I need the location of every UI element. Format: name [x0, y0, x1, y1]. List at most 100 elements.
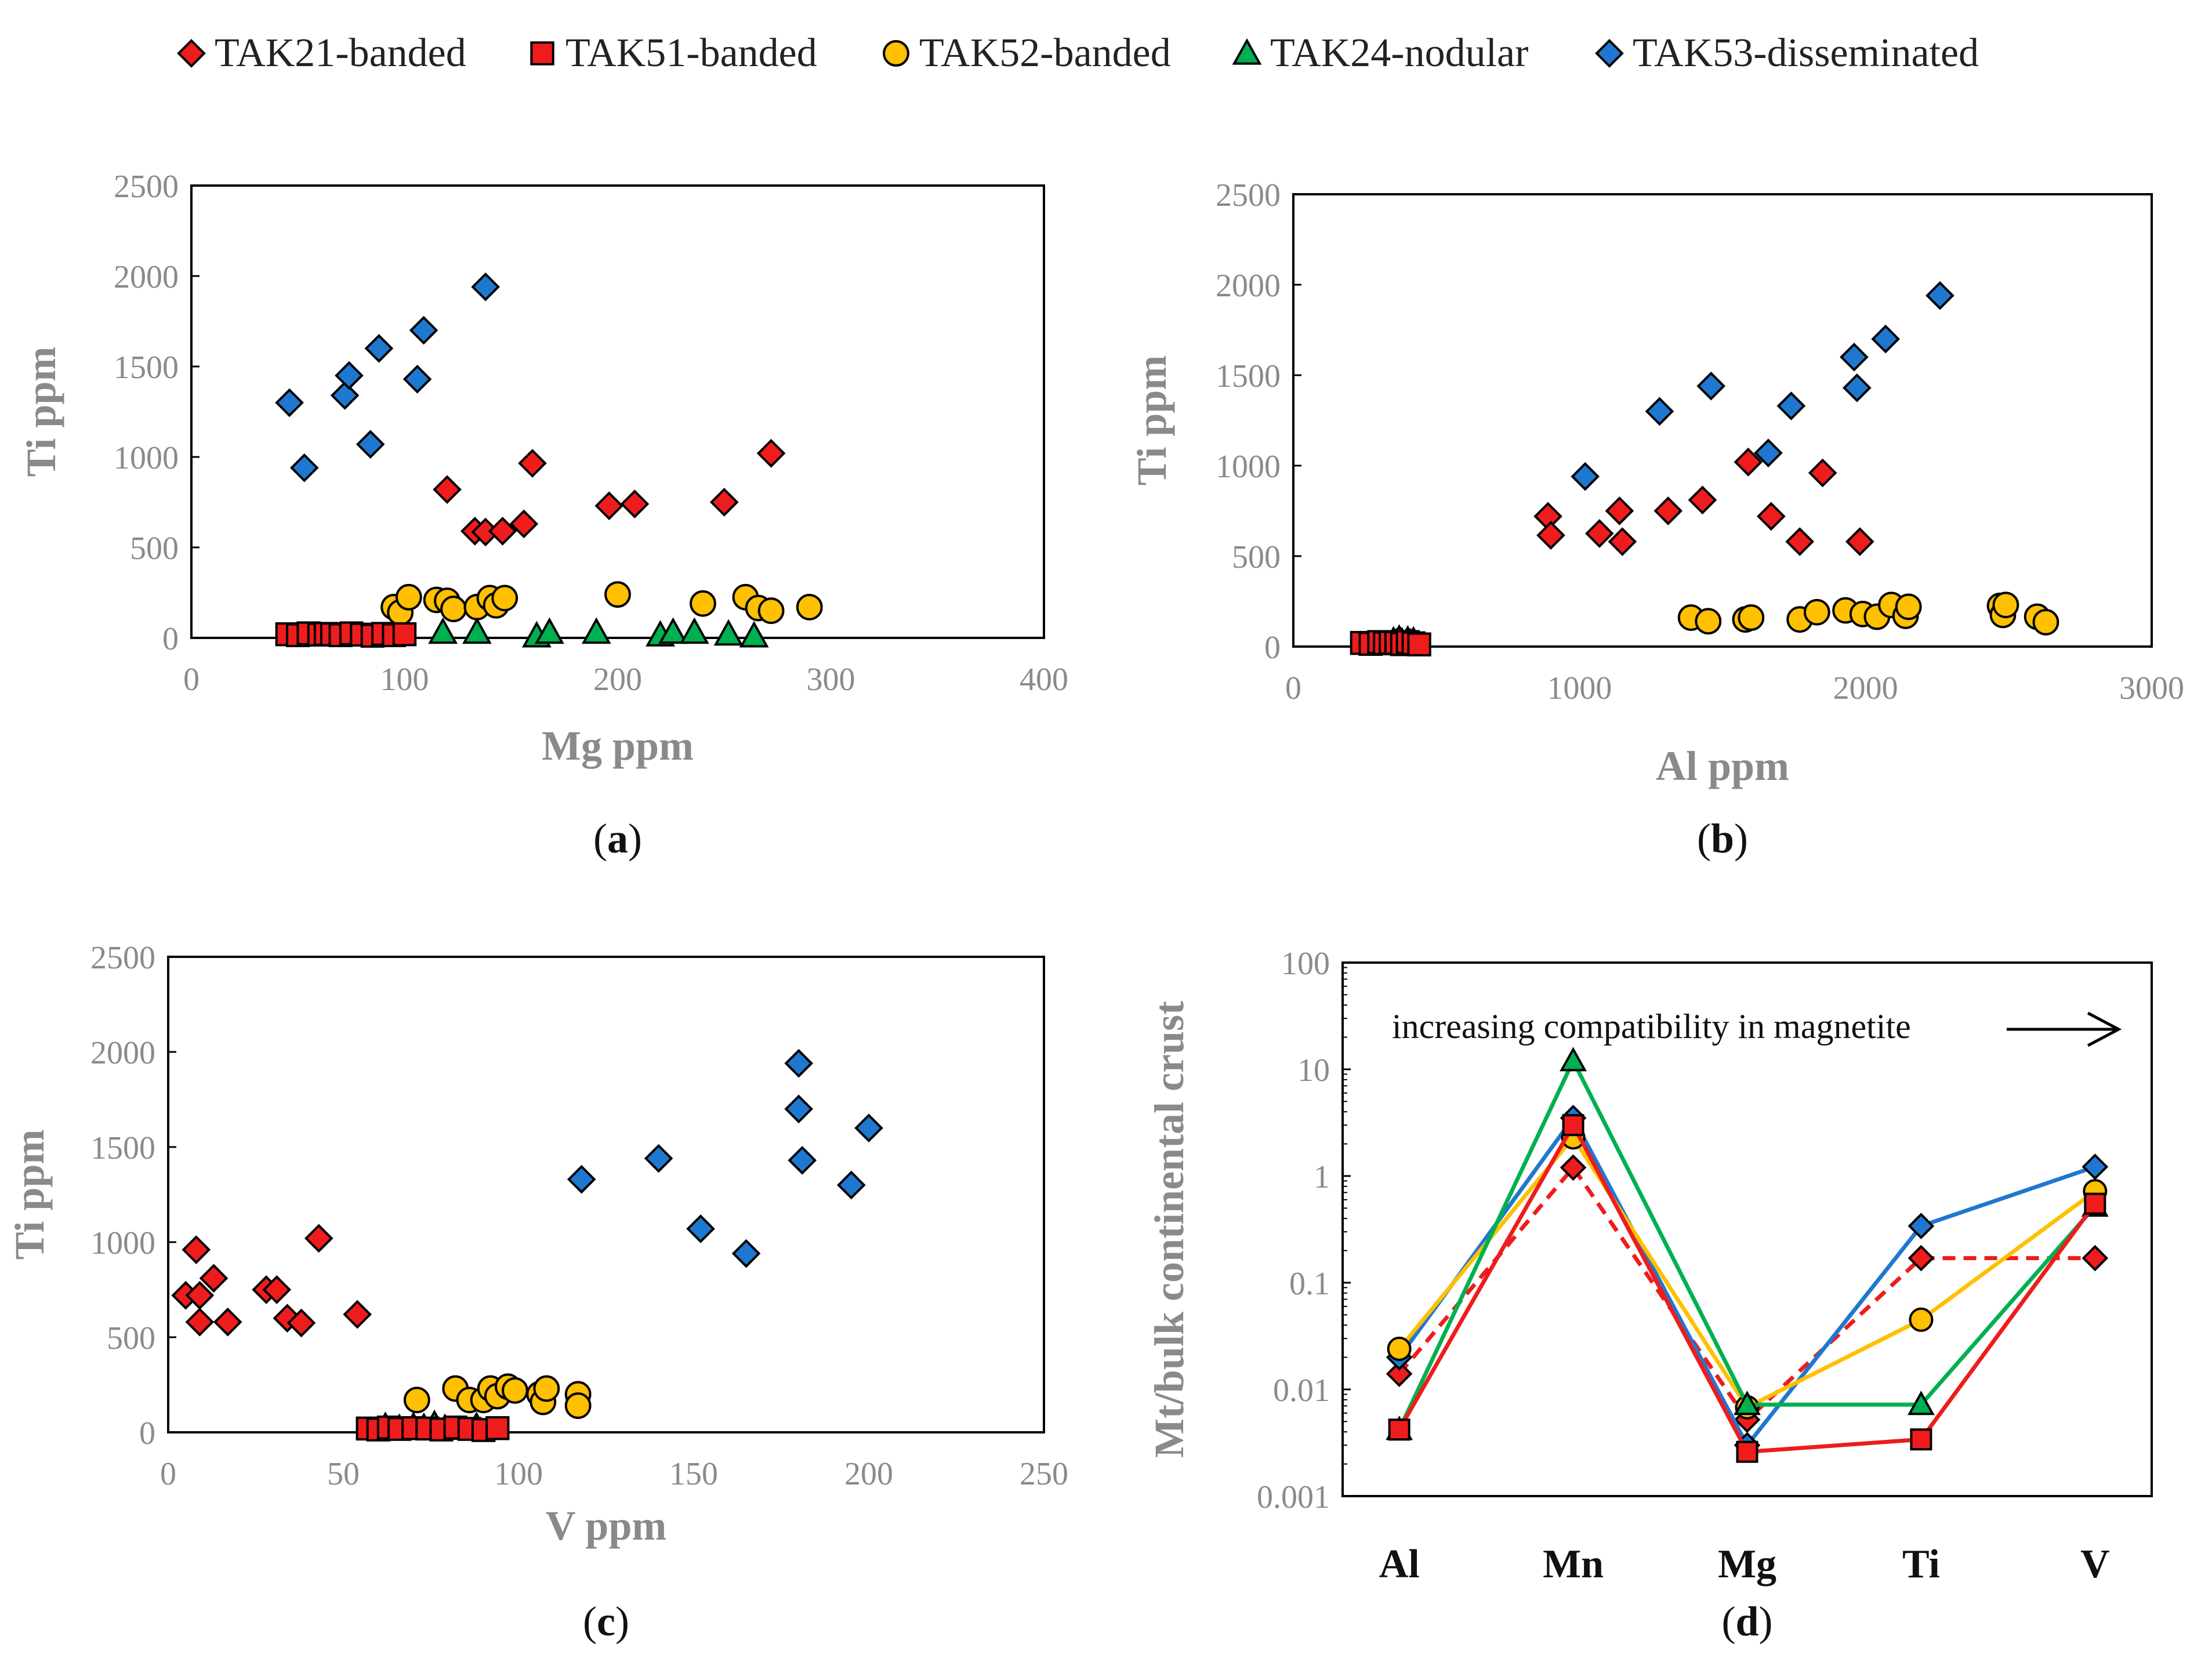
- series-TAK51-banded: [275, 621, 417, 648]
- data-point: [709, 488, 739, 517]
- x-tick-label: 100: [380, 662, 429, 698]
- data-point: [604, 581, 631, 608]
- chart-panel-c: 0 500 1000 1500 2000 2500 0 50 100 150 200 250 V ppm…: [6, 940, 1068, 1645]
- panel-label: (b): [1697, 815, 1748, 862]
- data-point: [403, 1387, 430, 1414]
- panel-label-letter: a: [607, 815, 628, 862]
- y-axis-label: Mt/bulk continental crust: [1146, 1001, 1192, 1458]
- legend-label: TAK53-disseminated: [1633, 31, 1979, 75]
- series-TAK52-banded: [1387, 1125, 2108, 1420]
- data-point: [343, 1300, 372, 1329]
- legend-label: TAK24-nodular: [1270, 31, 1528, 75]
- x-category-label: V: [2080, 1542, 2110, 1587]
- y-tick-label: 500: [1232, 539, 1281, 575]
- data-point: [1386, 1360, 1413, 1387]
- x-axis-label: V ppm: [546, 1502, 667, 1549]
- x-tick-label: 2000: [1833, 670, 1898, 706]
- data-point: [462, 617, 492, 644]
- data-point: [679, 617, 709, 644]
- series-TAK24-nodular: [1386, 1047, 2109, 1440]
- data-point: [488, 517, 517, 546]
- x-tick-label: 50: [327, 1456, 360, 1492]
- x-tick-label: 200: [844, 1456, 893, 1492]
- data-point: [392, 622, 417, 647]
- x-axis-label: Mg ppm: [542, 723, 694, 769]
- data-point: [1908, 1213, 1935, 1240]
- data-point: [1808, 458, 1837, 488]
- data-point: [356, 430, 385, 459]
- x-category-label: Al: [1379, 1542, 1420, 1587]
- y-tick-label: 0: [1264, 630, 1281, 666]
- data-point: [1738, 604, 1765, 631]
- x-tick-label: 250: [1020, 1456, 1068, 1492]
- data-point: [440, 596, 467, 622]
- data-point: [739, 620, 769, 648]
- chart-panel-b: 0 500 1000 1500 2000 2500 0 1000 2000 3000 Al ppm T…: [1129, 177, 2184, 862]
- panel-label-close: ): [615, 1598, 629, 1645]
- data-point: [1560, 1154, 1587, 1181]
- series-TAK21-banded: [433, 438, 786, 547]
- series-TAK53-disseminated: [1571, 281, 1954, 491]
- data-point: [289, 453, 319, 482]
- chart-panel-a: 0 500 1000 1500 2000 2500 0 100 200 300 400 Mg ppm T…: [18, 169, 1068, 862]
- series-TAK21-banded: [1533, 447, 1874, 556]
- x-tick-label: 150: [669, 1456, 718, 1492]
- legend-label: TAK21-banded: [215, 31, 466, 75]
- data-point: [1571, 462, 1600, 491]
- x-tick-label: 200: [593, 662, 642, 698]
- data-point: [564, 1392, 592, 1419]
- plot-frame: [190, 184, 1045, 639]
- x-tick-label: 400: [1020, 662, 1068, 698]
- series-TAK21-banded: [1386, 1154, 2109, 1433]
- data-point: [1925, 281, 1954, 310]
- legend-marker: [530, 41, 554, 66]
- data-point: [2082, 1153, 2109, 1180]
- y-tick-label: 2000: [114, 259, 179, 295]
- data-point: [784, 1094, 814, 1124]
- panel-label-close: ): [1734, 815, 1748, 862]
- data-point: [518, 449, 547, 478]
- data-point: [796, 594, 823, 620]
- legend-item: TAK51-banded: [530, 31, 817, 75]
- x-tick-label: 100: [494, 1456, 543, 1492]
- series-TAK53-disseminated: [275, 272, 500, 482]
- data-point: [644, 1144, 673, 1173]
- y-tick-label: 1500: [1216, 358, 1281, 394]
- data-point: [1605, 496, 1634, 525]
- y-tick-label: 0: [139, 1416, 155, 1451]
- series-TAK21-banded: [171, 1224, 372, 1338]
- data-point: [1754, 438, 1783, 467]
- data-point: [594, 491, 624, 521]
- series-TAK52-banded: [403, 1373, 592, 1419]
- data-point: [854, 1113, 883, 1143]
- x-category-label: Ti: [1902, 1542, 1940, 1587]
- data-point: [1387, 1337, 1412, 1362]
- data-point: [1757, 502, 1786, 531]
- panel-label-open: (: [1697, 815, 1711, 862]
- y-tick-label: 1: [1314, 1159, 1330, 1195]
- data-point: [1785, 527, 1815, 556]
- chart-panel-d: 0.001 0.01 0.1 1 10 100 Al Mn Mg Ti V Mt/bulk conti…: [1146, 946, 2153, 1645]
- x-axis-label: Al ppm: [1656, 743, 1789, 789]
- data-point: [1908, 1391, 1935, 1416]
- y-tick-label: 10: [1297, 1052, 1330, 1088]
- x-tick-label: 0: [183, 662, 200, 698]
- data-point: [1608, 527, 1637, 556]
- legend-marker: [1595, 39, 1624, 68]
- data-point: [690, 590, 716, 617]
- series-TAK53-disseminated: [567, 1048, 883, 1268]
- y-tick-label: 1500: [90, 1130, 155, 1166]
- plot-frame: [1292, 193, 2153, 648]
- compatibility-arrow-head: [2087, 1011, 2122, 1047]
- data-point: [1908, 1244, 1935, 1272]
- data-point: [1407, 632, 1431, 656]
- y-tick-label: 2500: [90, 940, 155, 976]
- data-point: [402, 365, 432, 394]
- series-TAK24-nodular: [428, 617, 769, 648]
- panel-label-open: (: [583, 1598, 597, 1645]
- panel-label: (a): [593, 815, 642, 862]
- x-tick-label: 3000: [2119, 670, 2184, 706]
- x-tick-label: 0: [1285, 670, 1301, 706]
- legend-marker: [883, 40, 909, 67]
